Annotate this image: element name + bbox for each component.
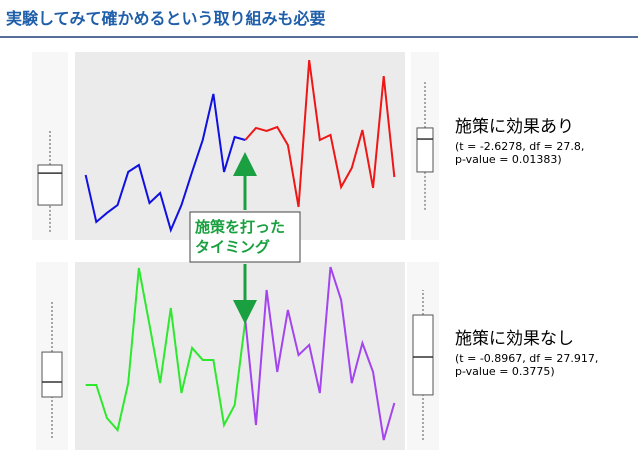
box: [37, 164, 63, 206]
result-stats: p-value = 0.3775): [455, 365, 555, 378]
result-stats: (t = -2.6278, df = 27.8,: [455, 140, 584, 153]
result-label: 施策に効果あり: [455, 117, 574, 137]
annotation-box: [189, 211, 301, 263]
box: [41, 351, 63, 398]
box-panel: [32, 52, 68, 240]
series-line: [244, 266, 396, 441]
box: [412, 314, 434, 396]
annotation: タイミング: [195, 238, 270, 256]
series-line: [85, 267, 247, 433]
annotation: 施策を打った: [195, 218, 285, 236]
charts: 施策に効果あり(t = -2.6278, df = 27.8,p-value =…: [32, 52, 598, 450]
result-stats: p-value = 0.01383): [455, 153, 562, 166]
series-line: [84, 93, 246, 234]
result-stats: (t = -0.8967, df = 27.917,: [455, 352, 598, 365]
result-label: 施策に効果なし: [455, 329, 574, 349]
series-line: [244, 59, 396, 208]
box: [416, 127, 434, 173]
slide-title: 実験してみて確かめるという取り組みも必要: [6, 9, 326, 28]
plot-bg: [75, 52, 405, 240]
